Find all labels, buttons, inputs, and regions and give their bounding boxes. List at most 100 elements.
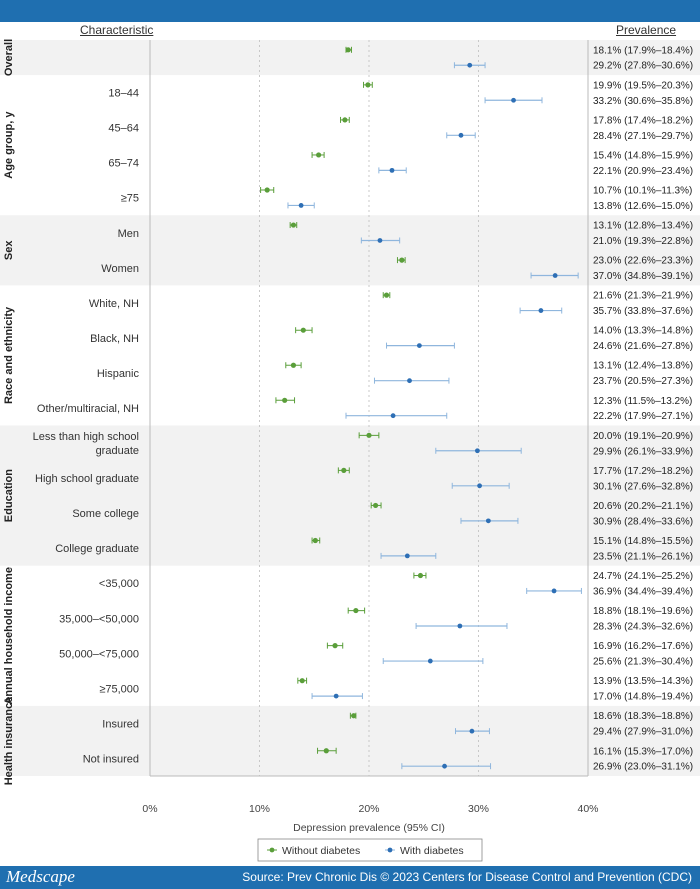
prevalence-value: 23.5% (21.1%–26.1%) xyxy=(593,551,693,562)
prevalence-value: 17.8% (17.4%–18.2%) xyxy=(593,115,693,126)
prevalence-value: 15.1% (14.8%–15.5%) xyxy=(593,536,693,547)
row-label: Black, NH xyxy=(90,333,139,345)
point-with-diabetes xyxy=(469,728,475,734)
point-without-diabetes xyxy=(300,327,306,333)
point-with-diabetes xyxy=(390,413,396,419)
point-with-diabetes xyxy=(298,203,304,208)
group-label: Overall xyxy=(3,39,15,76)
footer-bar: Medscape Source: Prev Chronic Dis © 2023… xyxy=(0,866,700,889)
group-label: Age group, y xyxy=(3,111,15,179)
point-without-diabetes xyxy=(323,748,329,754)
prevalence-value: 28.4% (27.1%–29.7%) xyxy=(593,131,693,142)
prevalence-value: 29.9% (26.1%–33.9%) xyxy=(593,446,693,457)
point-with-diabetes xyxy=(427,658,433,664)
row-label: 35,000–<50,000 xyxy=(59,613,139,625)
point-without-diabetes xyxy=(341,467,347,473)
row-label: ≥75,000 xyxy=(99,683,139,695)
point-with-diabetes xyxy=(442,763,447,769)
point-with-diabetes xyxy=(467,62,473,68)
row-label: Not insured xyxy=(83,753,139,765)
prevalence-value: 12.3% (11.5%–13.2%) xyxy=(593,396,692,407)
row-label: Women xyxy=(101,263,139,275)
prevalence-value: 37.0% (34.8%–39.1%) xyxy=(593,271,693,282)
x-tick-label: 20% xyxy=(358,803,379,815)
point-without-diabetes xyxy=(264,187,270,193)
point-with-diabetes xyxy=(404,553,410,559)
prevalence-value: 13.1% (12.8%–13.4%) xyxy=(593,221,693,232)
prevalence-value: 29.4% (27.9%–31.0%) xyxy=(593,727,693,738)
prevalence-header: Prevalence xyxy=(616,23,677,37)
prevalence-value: 13.1% (12.4%–13.8%) xyxy=(593,361,693,372)
medscape-logo: Medscape xyxy=(6,867,75,886)
x-tick-label: 10% xyxy=(249,803,270,815)
prevalence-value: 30.1% (27.6%–32.8%) xyxy=(593,481,693,492)
group-label: Education xyxy=(3,469,15,522)
prevalence-value: 21.0% (19.3%–22.8%) xyxy=(593,236,693,247)
row-label: 65–74 xyxy=(108,158,139,170)
prevalence-value: 10.7% (10.1%–11.3%) xyxy=(593,186,692,197)
row-label: 50,000–<75,000 xyxy=(59,648,139,660)
point-without-diabetes xyxy=(353,607,359,614)
prevalence-value: 23.7% (20.5%–27.3%) xyxy=(593,376,693,387)
source-credit: Source: Prev Chronic Dis © 2023 Centers … xyxy=(242,870,692,884)
x-tick-label: 0% xyxy=(142,803,157,815)
row-label: ≥75 xyxy=(121,193,139,205)
point-with-diabetes xyxy=(477,483,482,489)
x-tick-label: 40% xyxy=(577,803,598,815)
point-with-diabetes xyxy=(457,623,463,629)
point-without-diabetes xyxy=(372,502,379,509)
row-label: 18–44 xyxy=(108,88,139,100)
characteristic-header: Characteristic xyxy=(80,23,154,37)
point-with-diabetes xyxy=(458,132,464,138)
point-without-diabetes xyxy=(342,117,348,123)
row-label: graduate xyxy=(96,445,139,457)
group-label: Health insurance xyxy=(3,697,15,786)
row-label: Less than high school xyxy=(33,431,139,443)
prevalence-value: 28.3% (24.3%–32.6%) xyxy=(593,621,693,632)
prevalence-value: 33.2% (30.6%–35.8%) xyxy=(593,96,693,107)
point-with-diabetes xyxy=(416,343,422,349)
legend-label-without: Without diabetes xyxy=(282,845,360,857)
prevalence-value: 30.9% (28.4%–33.6%) xyxy=(593,516,693,527)
row-label: White, NH xyxy=(89,298,139,310)
point-with-diabetes xyxy=(485,518,491,524)
prevalence-value: 29.2% (27.8%–30.6%) xyxy=(593,61,693,72)
prevalence-value: 20.6% (20.2%–21.1%) xyxy=(593,501,693,512)
x-tick-label: 30% xyxy=(468,803,489,815)
legend-marker-without xyxy=(269,847,275,853)
row-label: Some college xyxy=(72,508,139,520)
point-with-diabetes xyxy=(475,448,480,454)
prevalence-value: 24.7% (24.1%–25.2%) xyxy=(593,571,693,582)
point-with-diabetes xyxy=(538,308,544,313)
prevalence-value: 23.0% (22.6%–23.3%) xyxy=(593,256,693,267)
row-label: 45–64 xyxy=(108,123,139,135)
point-without-diabetes xyxy=(332,643,338,649)
point-without-diabetes xyxy=(316,152,322,158)
point-without-diabetes xyxy=(345,47,351,53)
prevalence-value: 14.0% (13.3%–14.8%) xyxy=(593,326,693,337)
row-label: College graduate xyxy=(55,543,139,555)
legend-marker-with xyxy=(387,847,393,853)
prevalence-value: 26.9% (23.0%–31.1%) xyxy=(593,762,693,773)
row-label: Hispanic xyxy=(97,368,140,380)
top-banner xyxy=(0,0,700,22)
prevalence-value: 18.6% (18.3%–18.8%) xyxy=(593,711,693,722)
point-without-diabetes xyxy=(282,397,288,403)
row-label: Insured xyxy=(102,718,139,730)
prevalence-value: 22.2% (17.9%–27.1%) xyxy=(593,411,693,422)
prevalence-value: 18.8% (18.1%–19.6%) xyxy=(593,606,693,617)
point-with-diabetes xyxy=(407,378,412,384)
row-label: <35,000 xyxy=(99,578,139,590)
prevalence-value: 17.7% (17.2%–18.2%) xyxy=(593,466,693,477)
point-with-diabetes xyxy=(552,273,558,278)
prevalence-value: 17.0% (14.8%–19.4%) xyxy=(593,692,693,703)
point-with-diabetes xyxy=(551,588,557,594)
prevalence-value: 24.6% (21.6%–27.8%) xyxy=(593,341,693,352)
point-without-diabetes xyxy=(383,292,390,298)
point-with-diabetes xyxy=(389,167,395,173)
prevalence-value: 36.9% (34.4%–39.4%) xyxy=(593,586,693,597)
prevalence-value: 22.1% (20.9%–23.4%) xyxy=(593,166,693,177)
prevalence-value: 13.8% (12.6%–15.0%) xyxy=(593,201,693,212)
point-with-diabetes xyxy=(333,693,339,699)
row-label: Other/multiracial, NH xyxy=(37,403,139,415)
